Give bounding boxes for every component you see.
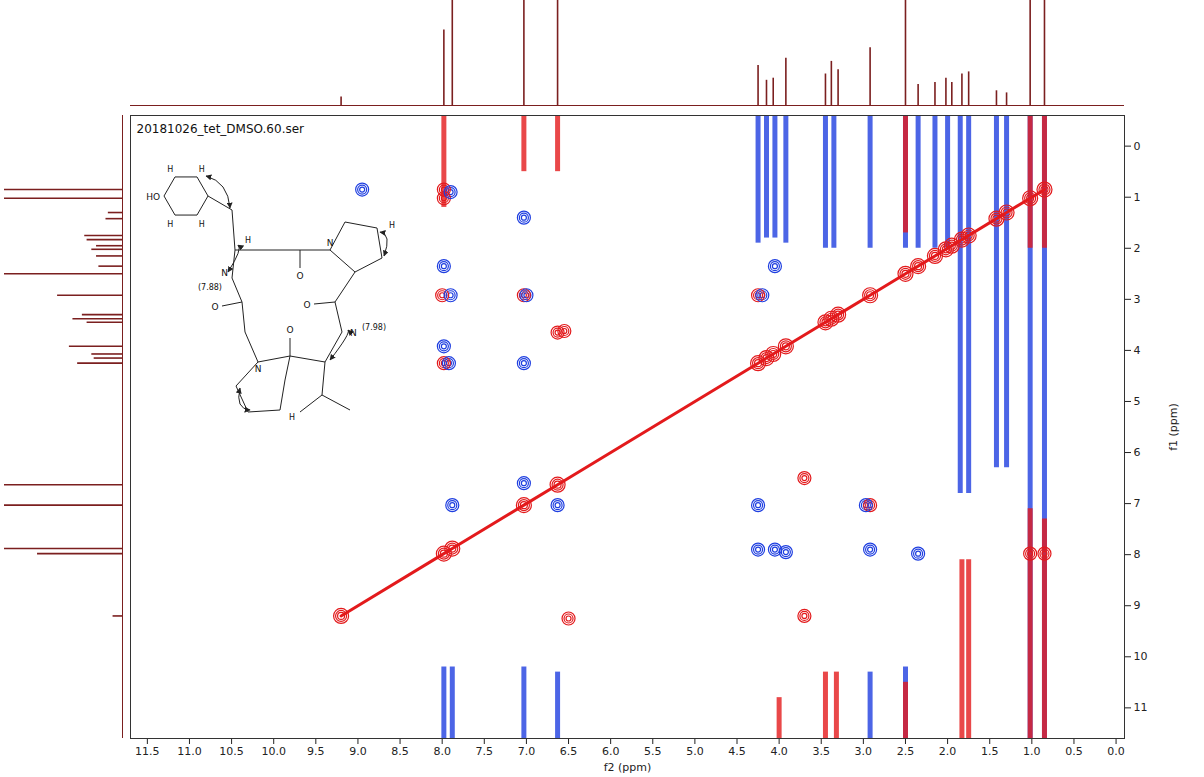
svg-text:6: 6 [1134,446,1141,459]
svg-text:7: 7 [1134,497,1141,510]
svg-text:6.0: 6.0 [602,745,620,758]
svg-text:H: H [167,165,173,174]
svg-text:H: H [289,413,295,422]
svg-text:(7.98): (7.98) [362,323,386,332]
svg-text:10.5: 10.5 [219,745,244,758]
svg-text:7.0: 7.0 [518,745,536,758]
svg-text:N: N [221,268,228,278]
svg-text:3: 3 [1134,293,1141,306]
svg-text:0: 0 [1134,140,1141,153]
svg-text:11.0: 11.0 [177,745,202,758]
svg-text:9: 9 [1134,599,1141,612]
svg-text:1.0: 1.0 [1023,745,1041,758]
svg-text:20181026_tet_DMSO.60.ser: 20181026_tet_DMSO.60.ser [137,122,305,136]
svg-text:0.0: 0.0 [1107,745,1125,758]
svg-text:(7.88): (7.88) [198,283,222,292]
svg-text:3.0: 3.0 [855,745,873,758]
svg-text:4.5: 4.5 [728,745,746,758]
svg-text:5.5: 5.5 [644,745,662,758]
svg-text:1.5: 1.5 [981,745,999,758]
svg-text:O: O [303,300,310,310]
svg-text:2: 2 [1134,242,1141,255]
svg-text:O: O [296,271,303,281]
svg-text:0.5: 0.5 [1065,745,1083,758]
svg-text:9.0: 9.0 [349,745,367,758]
svg-text:3.5: 3.5 [812,745,830,758]
svg-text:f2 (ppm): f2 (ppm) [604,761,652,774]
svg-text:N: N [327,238,334,248]
svg-text:10.0: 10.0 [261,745,286,758]
svg-text:8.5: 8.5 [391,745,409,758]
svg-text:10: 10 [1134,650,1148,663]
svg-text:4: 4 [1134,344,1141,357]
svg-text:O: O [211,302,218,312]
svg-text:H: H [199,165,205,174]
svg-text:8.0: 8.0 [433,745,451,758]
svg-text:H: H [167,220,173,229]
svg-text:8: 8 [1134,548,1141,561]
svg-text:2.0: 2.0 [939,745,957,758]
svg-text:6.5: 6.5 [560,745,578,758]
svg-text:f1 (ppm): f1 (ppm) [1167,403,1180,451]
svg-text:2.5: 2.5 [897,745,915,758]
svg-text:H: H [199,220,205,229]
svg-text:7.5: 7.5 [476,745,494,758]
svg-text:5: 5 [1134,395,1141,408]
svg-text:O: O [286,325,293,335]
svg-text:H: H [389,221,395,230]
svg-text:1: 1 [1134,191,1141,204]
svg-text:9.5: 9.5 [307,745,325,758]
svg-text:11: 11 [1134,701,1148,714]
svg-text:HO: HO [146,192,160,202]
svg-text:11.5: 11.5 [135,745,160,758]
svg-text:5.0: 5.0 [686,745,704,758]
svg-text:N: N [255,364,262,374]
svg-text:H: H [245,236,251,245]
svg-text:N: N [350,328,357,338]
svg-text:4.0: 4.0 [770,745,788,758]
